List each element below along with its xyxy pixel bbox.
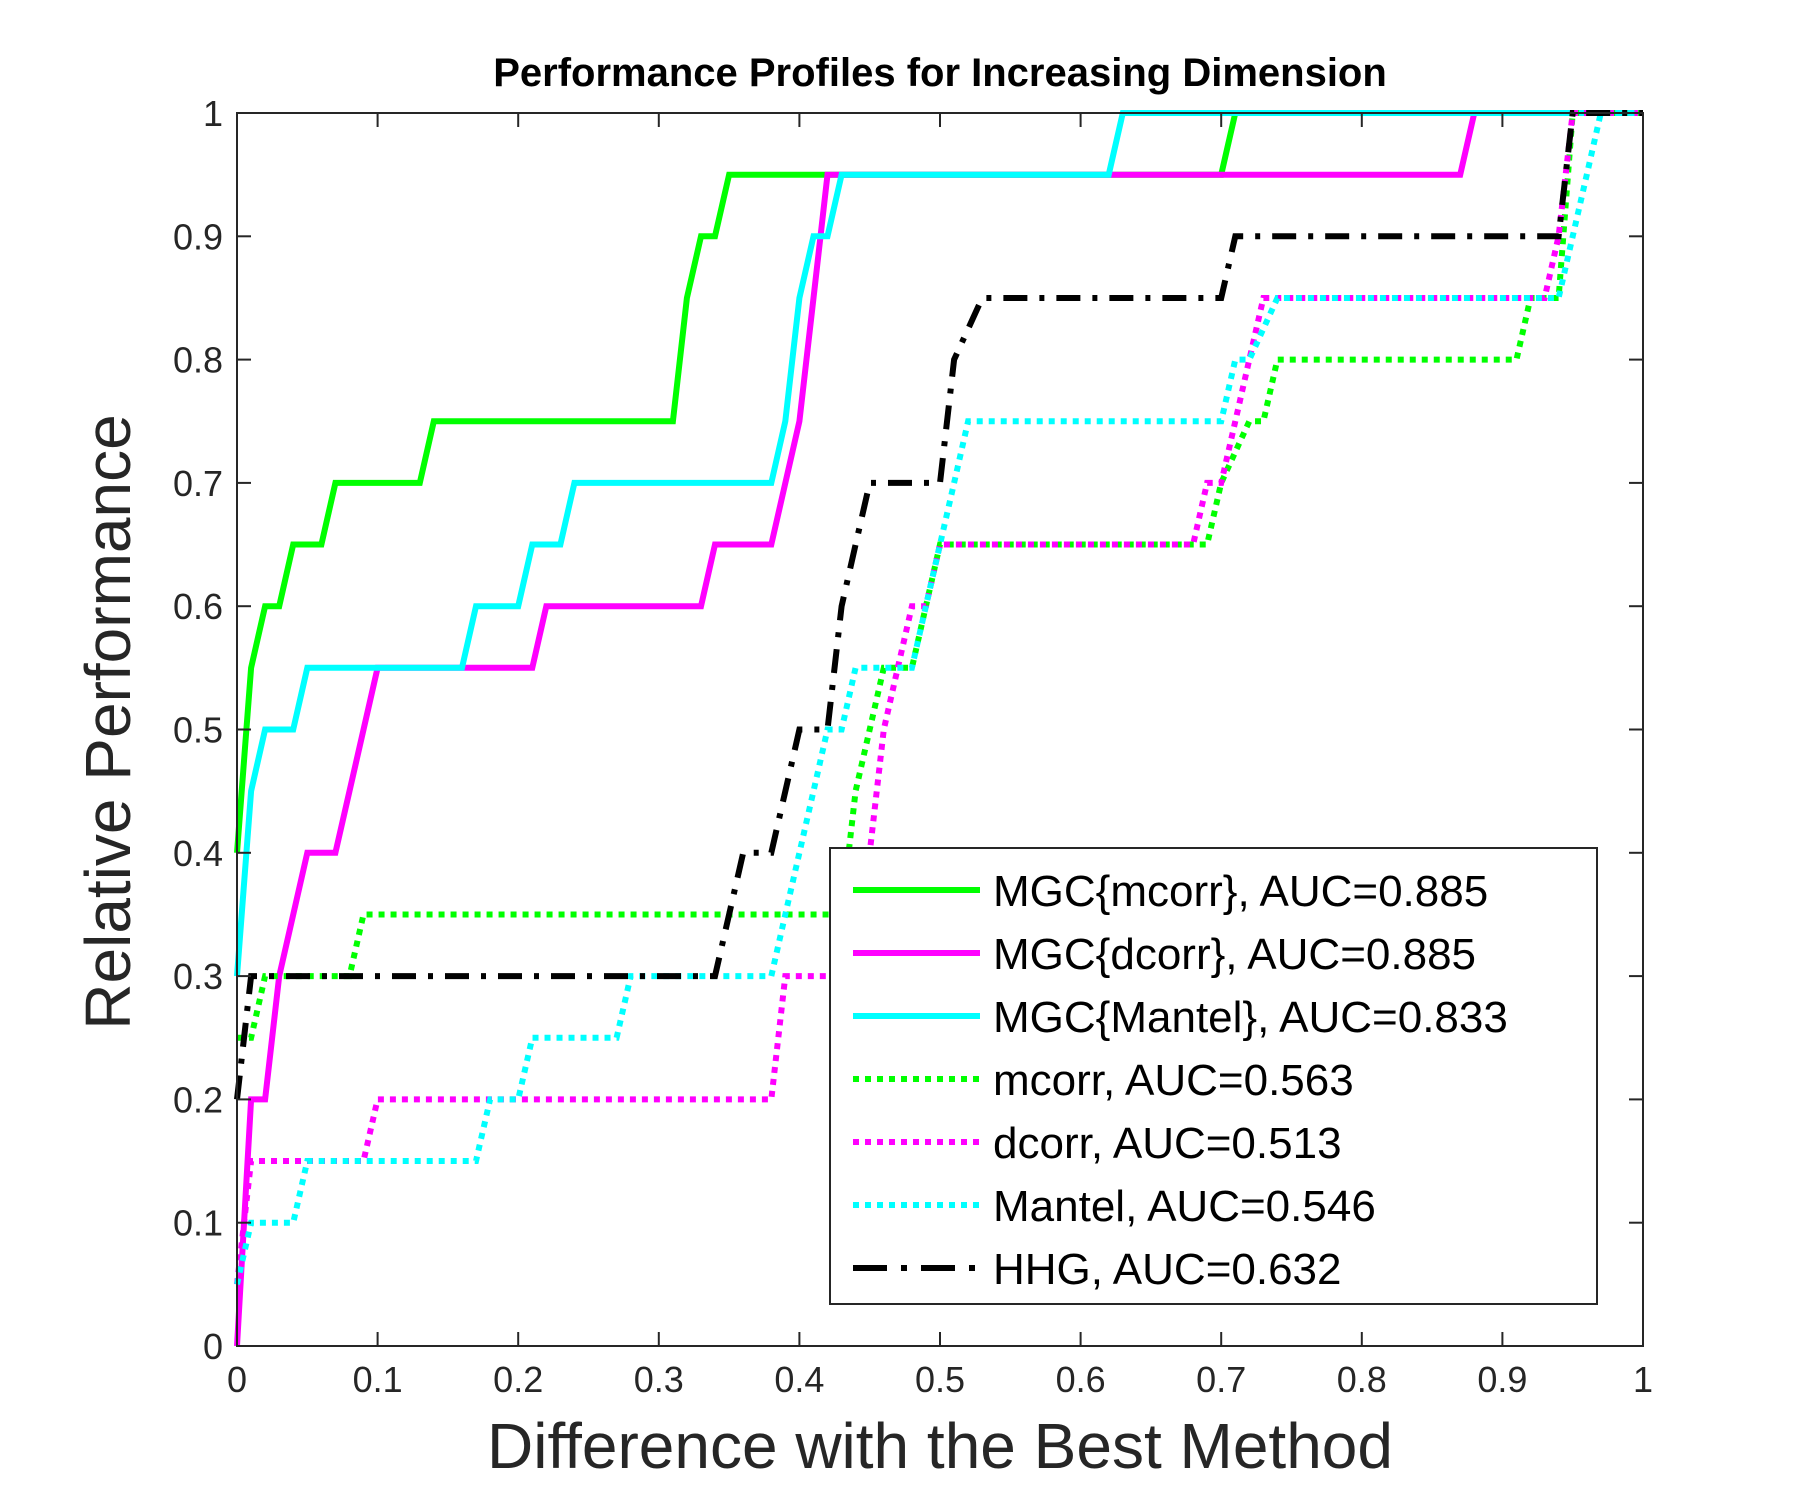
x-tick-label: 0.6 (1056, 1359, 1106, 1400)
legend-label-6: HHG, AUC=0.632 (993, 1245, 1342, 1294)
y-tick-label: 1 (203, 93, 223, 134)
y-tick-label: 0.2 (173, 1079, 223, 1120)
x-tick-label: 0.4 (774, 1359, 824, 1400)
y-axis-label: Relative Performance (72, 414, 144, 1029)
x-tick-label: 0.8 (1337, 1359, 1387, 1400)
legend-label-4: dcorr, AUC=0.513 (993, 1119, 1342, 1168)
y-tick-label: 0.4 (173, 833, 223, 874)
y-tick-label: 0.7 (173, 463, 223, 504)
tick-group: 0 0.1 0.2 0.3 0.4 0.5 0.6 0.7 0.8 0.9 1 0 0.1 0.2 0.3 0… (173, 93, 1653, 1400)
x-tick-label: 1 (1633, 1359, 1653, 1400)
chart-title: Performance Profiles for Increasing Dime… (493, 51, 1387, 95)
series-line-0 (234, 110, 1643, 854)
y-tick-label: 0.3 (173, 956, 223, 997)
y-tick-label: 0.1 (173, 1203, 223, 1244)
x-tick-label: 0.9 (1477, 1359, 1527, 1400)
series-line-2 (234, 110, 1643, 977)
x-tick-label: 0 (227, 1359, 247, 1400)
series-line-1 (234, 110, 1643, 1347)
y-tick-label: 0.5 (173, 710, 223, 751)
y-tick-label: 0.9 (173, 216, 223, 257)
legend-label-5: Mantel, AUC=0.546 (993, 1182, 1376, 1231)
legend-box (829, 847, 1598, 1305)
x-tick-label: 0.7 (1196, 1359, 1246, 1400)
x-axis-label: Difference with the Best Method (487, 1410, 1393, 1482)
legend-label-0: MGC{mcorr}, AUC=0.885 (993, 867, 1488, 916)
x-tick-label: 0.5 (915, 1359, 965, 1400)
legend: MGC{mcorr}, AUC=0.885 MGC{dcorr}, AUC=0.8… (829, 847, 1598, 1305)
legend-label-2: MGC{Mantel}, AUC=0.833 (993, 993, 1508, 1042)
y-tick-label: 0.8 (173, 340, 223, 381)
legend-label-1: MGC{dcorr}, AUC=0.885 (993, 930, 1476, 979)
plot-series-group (234, 110, 1643, 1347)
x-tick-label: 0.2 (493, 1359, 543, 1400)
y-tick-label: 0 (203, 1326, 223, 1367)
x-tick-label: 0.3 (634, 1359, 684, 1400)
y-tick-label: 0.6 (173, 586, 223, 627)
series-line-6 (234, 110, 1643, 1100)
legend-label-3: mcorr, AUC=0.563 (993, 1056, 1354, 1105)
x-tick-label: 0.1 (353, 1359, 403, 1400)
